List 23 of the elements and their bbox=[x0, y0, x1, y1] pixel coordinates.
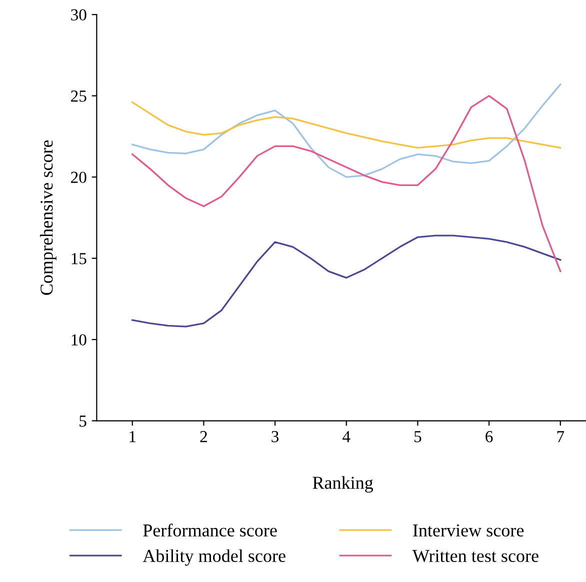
legend-label: Performance score bbox=[143, 524, 277, 537]
legend-label: Ability model score bbox=[142, 549, 286, 566]
x-tick-label: 5 bbox=[414, 431, 422, 442]
y-tick-label: 30 bbox=[71, 9, 86, 20]
x-tick-label: 7 bbox=[557, 431, 564, 442]
x-tick-label: 4 bbox=[342, 431, 350, 442]
y-axis-title: Comprehensive score bbox=[40, 140, 56, 295]
x-tick-label: 6 bbox=[486, 431, 493, 442]
line-series bbox=[132, 101, 562, 149]
y-tick-label: 15 bbox=[72, 253, 86, 264]
line-series bbox=[132, 94, 562, 272]
x-tick-label: 3 bbox=[272, 431, 279, 442]
y-tick-label: 5 bbox=[80, 416, 86, 427]
line-series bbox=[132, 234, 562, 328]
y-tick-label: 20 bbox=[71, 172, 86, 183]
legend-label: Written test score bbox=[412, 550, 538, 562]
x-tick-label: 2 bbox=[200, 431, 207, 442]
y-tick-label: 10 bbox=[72, 334, 86, 346]
legend-label: Interview score bbox=[413, 524, 524, 537]
x-tick-label: 1 bbox=[130, 431, 136, 442]
y-tick-label: 25 bbox=[71, 90, 86, 102]
x-axis-title: Ranking bbox=[312, 476, 374, 493]
line-series bbox=[132, 84, 562, 178]
